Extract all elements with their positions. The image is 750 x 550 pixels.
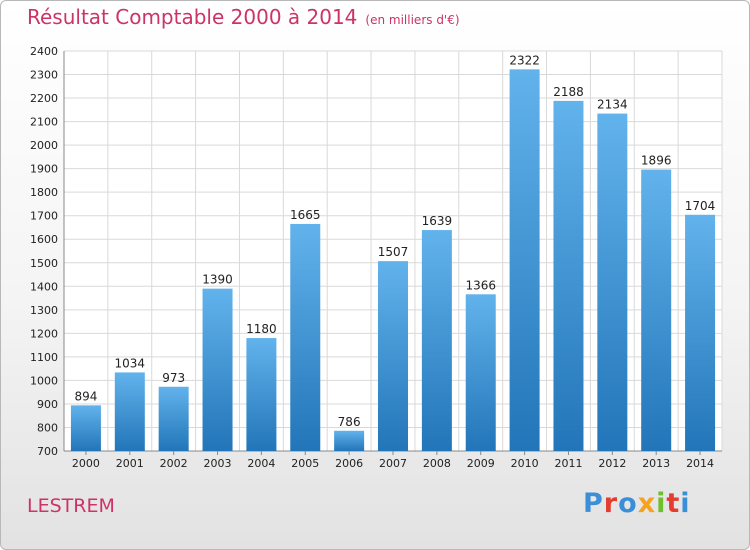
logo-letter: r [603, 488, 619, 519]
y-tick-label: 1600 [30, 233, 58, 246]
logo-letter: i [680, 488, 691, 519]
y-tick-label: 700 [37, 445, 58, 458]
x-tick-label: 2003 [204, 457, 232, 470]
bar [334, 430, 365, 451]
x-tick-label: 2013 [642, 457, 670, 470]
chart-title: Résultat Comptable 2000 à 2014 (en millie… [27, 5, 460, 29]
y-tick-label: 1800 [30, 186, 58, 199]
x-tick-label: 2001 [116, 457, 144, 470]
y-tick-label: 2200 [30, 92, 58, 105]
bar-value-label: 1390 [202, 273, 233, 287]
bar-value-label: 1665 [290, 208, 321, 222]
y-tick-label: 1700 [30, 210, 58, 223]
bar-value-label: 2134 [597, 98, 628, 112]
x-tick-label: 2011 [554, 457, 582, 470]
bar [158, 386, 189, 451]
bar [378, 261, 408, 451]
bar-value-label: 2322 [509, 53, 540, 67]
bar-value-label: 2188 [553, 85, 584, 99]
title-main: Résultat Comptable 2000 à 2014 [27, 5, 358, 29]
bar-value-label: 1704 [685, 199, 716, 213]
x-tick-label: 2010 [511, 457, 539, 470]
bar [70, 405, 101, 451]
bar-value-label: 894 [74, 389, 97, 403]
bar [114, 372, 145, 451]
y-tick-label: 2000 [30, 139, 58, 152]
x-tick-label: 2005 [291, 457, 319, 470]
y-tick-label: 1100 [30, 351, 58, 364]
y-tick-label: 1200 [30, 327, 58, 340]
bar-value-label: 1507 [378, 245, 409, 259]
x-tick-label: 2007 [379, 457, 407, 470]
y-tick-label: 1400 [30, 280, 58, 293]
x-tick-label: 2008 [423, 457, 451, 470]
x-tick-label: 2006 [335, 457, 363, 470]
bar [290, 223, 321, 451]
bar [509, 69, 540, 452]
x-tick-label: 2004 [247, 457, 275, 470]
y-tick-label: 800 [37, 421, 58, 434]
bar [553, 100, 584, 451]
y-tick-label: 1500 [30, 257, 58, 270]
logo-letter: o [618, 488, 638, 519]
y-tick-label: 1000 [30, 374, 58, 387]
bar-value-label: 1639 [422, 214, 453, 228]
bar [685, 214, 716, 451]
x-tick-label: 2014 [686, 457, 714, 470]
bar-chart: 700 800 900 1000 1100 1200 1300 1400 1500 1600 170… [30, 45, 723, 470]
y-tick-label: 1900 [30, 163, 58, 176]
commune-name: LESTREM [27, 495, 115, 517]
bar-value-label: 1034 [115, 356, 146, 370]
bar-value-label: 1366 [465, 278, 496, 292]
bar-value-label: 973 [162, 371, 185, 385]
bar [641, 169, 672, 451]
y-tick-label: 900 [37, 398, 58, 411]
bar-value-label: 786 [338, 415, 361, 429]
bar [421, 230, 452, 451]
y-tick-label: 2400 [30, 45, 58, 58]
x-tick-label: 2009 [467, 457, 495, 470]
logo-letter: i [656, 488, 667, 519]
logo-letter: P [583, 488, 604, 519]
bar-value-label: 1896 [641, 154, 672, 168]
y-tick-label: 1300 [30, 304, 58, 317]
bar [246, 338, 277, 451]
bar-value-label: 1180 [246, 322, 277, 336]
x-tick-label: 2000 [72, 457, 100, 470]
proxiti-logo: Proxiti [583, 488, 691, 519]
x-tick-label: 2002 [160, 457, 188, 470]
bar [465, 294, 496, 451]
x-tick-label: 2012 [598, 457, 626, 470]
logo-letter: x [637, 488, 657, 519]
bar [597, 113, 628, 452]
y-tick-label: 2100 [30, 116, 58, 129]
title-unit: (en milliers d'€) [365, 13, 460, 27]
y-tick-label: 2300 [30, 69, 58, 82]
bar [202, 288, 233, 451]
logo-letter: t [666, 488, 681, 519]
